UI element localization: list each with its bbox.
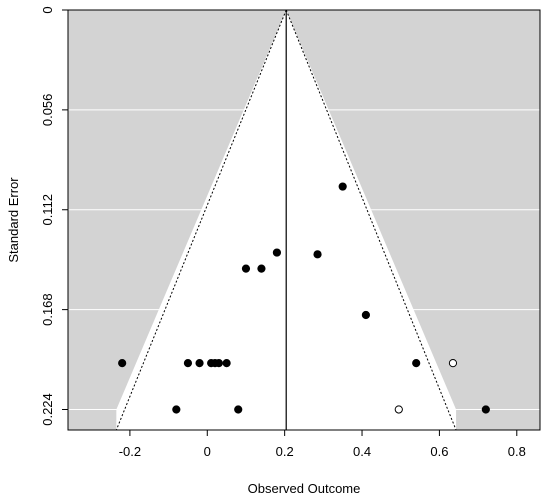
data-points [118, 182, 490, 414]
data-point [214, 359, 223, 368]
x-tick-label: 0.4 [353, 444, 371, 459]
data-point [272, 248, 282, 257]
y-tick-label: 0 [40, 6, 55, 13]
data-point [172, 405, 181, 414]
data-point [118, 359, 127, 368]
y-tick-label: 0.056 [40, 94, 55, 127]
x-axis: -0.2 0 0.2 0.4 0.6 0.8 [119, 429, 526, 459]
y-tick-label: 0.168 [40, 293, 55, 326]
data-point [361, 310, 371, 320]
y-tick-label: 0.112 [40, 194, 55, 226]
x-tick-label: 0.8 [508, 444, 526, 459]
data-point [241, 264, 251, 273]
data-point [338, 182, 347, 191]
imputed-data-point [394, 405, 403, 414]
x-axis-title: Observed Outcome [248, 481, 361, 496]
data-point [481, 405, 490, 414]
y-tick-label: 0.224 [40, 393, 55, 426]
imputed-data-point [448, 359, 458, 368]
data-point [234, 405, 243, 414]
y-axis-title: Standard Error [6, 177, 21, 263]
data-point [313, 250, 322, 259]
funnel-left-boundary [115, 9, 287, 431]
x-tick-label: 0 [204, 444, 211, 459]
x-tick-label: 0.6 [430, 444, 448, 459]
data-point [195, 359, 204, 368]
x-tick-label: 0.2 [276, 444, 294, 459]
funnel-right-boundary [285, 9, 457, 431]
data-point [183, 359, 193, 368]
y-axis: 0 0.056 0.112 0.168 0.224 [40, 6, 69, 426]
data-point [412, 359, 421, 368]
data-point [257, 264, 266, 273]
x-tick-label: -0.2 [119, 444, 141, 459]
data-point [222, 359, 231, 368]
